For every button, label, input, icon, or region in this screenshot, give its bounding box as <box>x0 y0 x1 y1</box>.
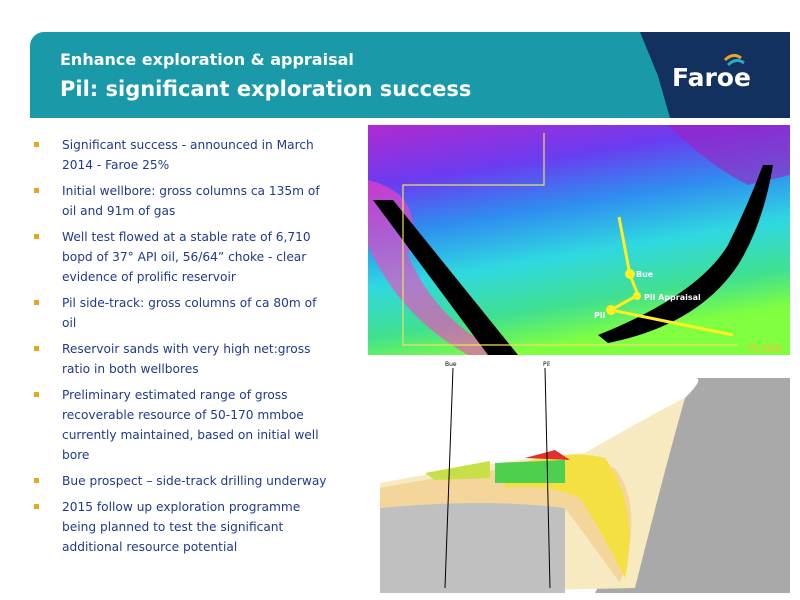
bullet: Reservoir sands with very high net:gross… <box>34 339 334 379</box>
header-subtitle: Pil: significant exploration success <box>60 77 472 101</box>
licence-label: PL586 <box>748 342 782 355</box>
map-label: Pil <box>594 311 606 320</box>
bullet: Bue prospect – side-track drilling under… <box>34 471 334 491</box>
logo-text: Faroe <box>672 63 751 92</box>
bullet: Pil side-track: gross columns of ca 80m … <box>34 293 334 333</box>
well-label: Pil <box>543 361 550 368</box>
bullet-list: Significant success - announced in March… <box>34 135 334 563</box>
header: Enhance exploration & appraisal Pil: sig… <box>30 32 670 118</box>
bullet: 2015 follow up exploration programme bei… <box>34 497 334 557</box>
bullet: Significant success - announced in March… <box>34 135 334 175</box>
map-label: Bue <box>636 270 654 279</box>
map-label: Pil Appraisal <box>644 293 701 302</box>
bullet: Well test flowed at a stable rate of 6,7… <box>34 227 334 287</box>
bullet: Initial wellbore: gross columns ca 135m … <box>34 181 334 221</box>
well-label: Bue <box>445 361 457 368</box>
cross-section: Bue Pil <box>365 358 790 593</box>
logo: Faroe <box>640 32 790 118</box>
map: Bue Pil Appraisal Pil PL586 <box>368 125 790 355</box>
bullet: Preliminary estimated range of gross rec… <box>34 385 334 465</box>
header-title: Enhance exploration & appraisal <box>60 50 354 69</box>
